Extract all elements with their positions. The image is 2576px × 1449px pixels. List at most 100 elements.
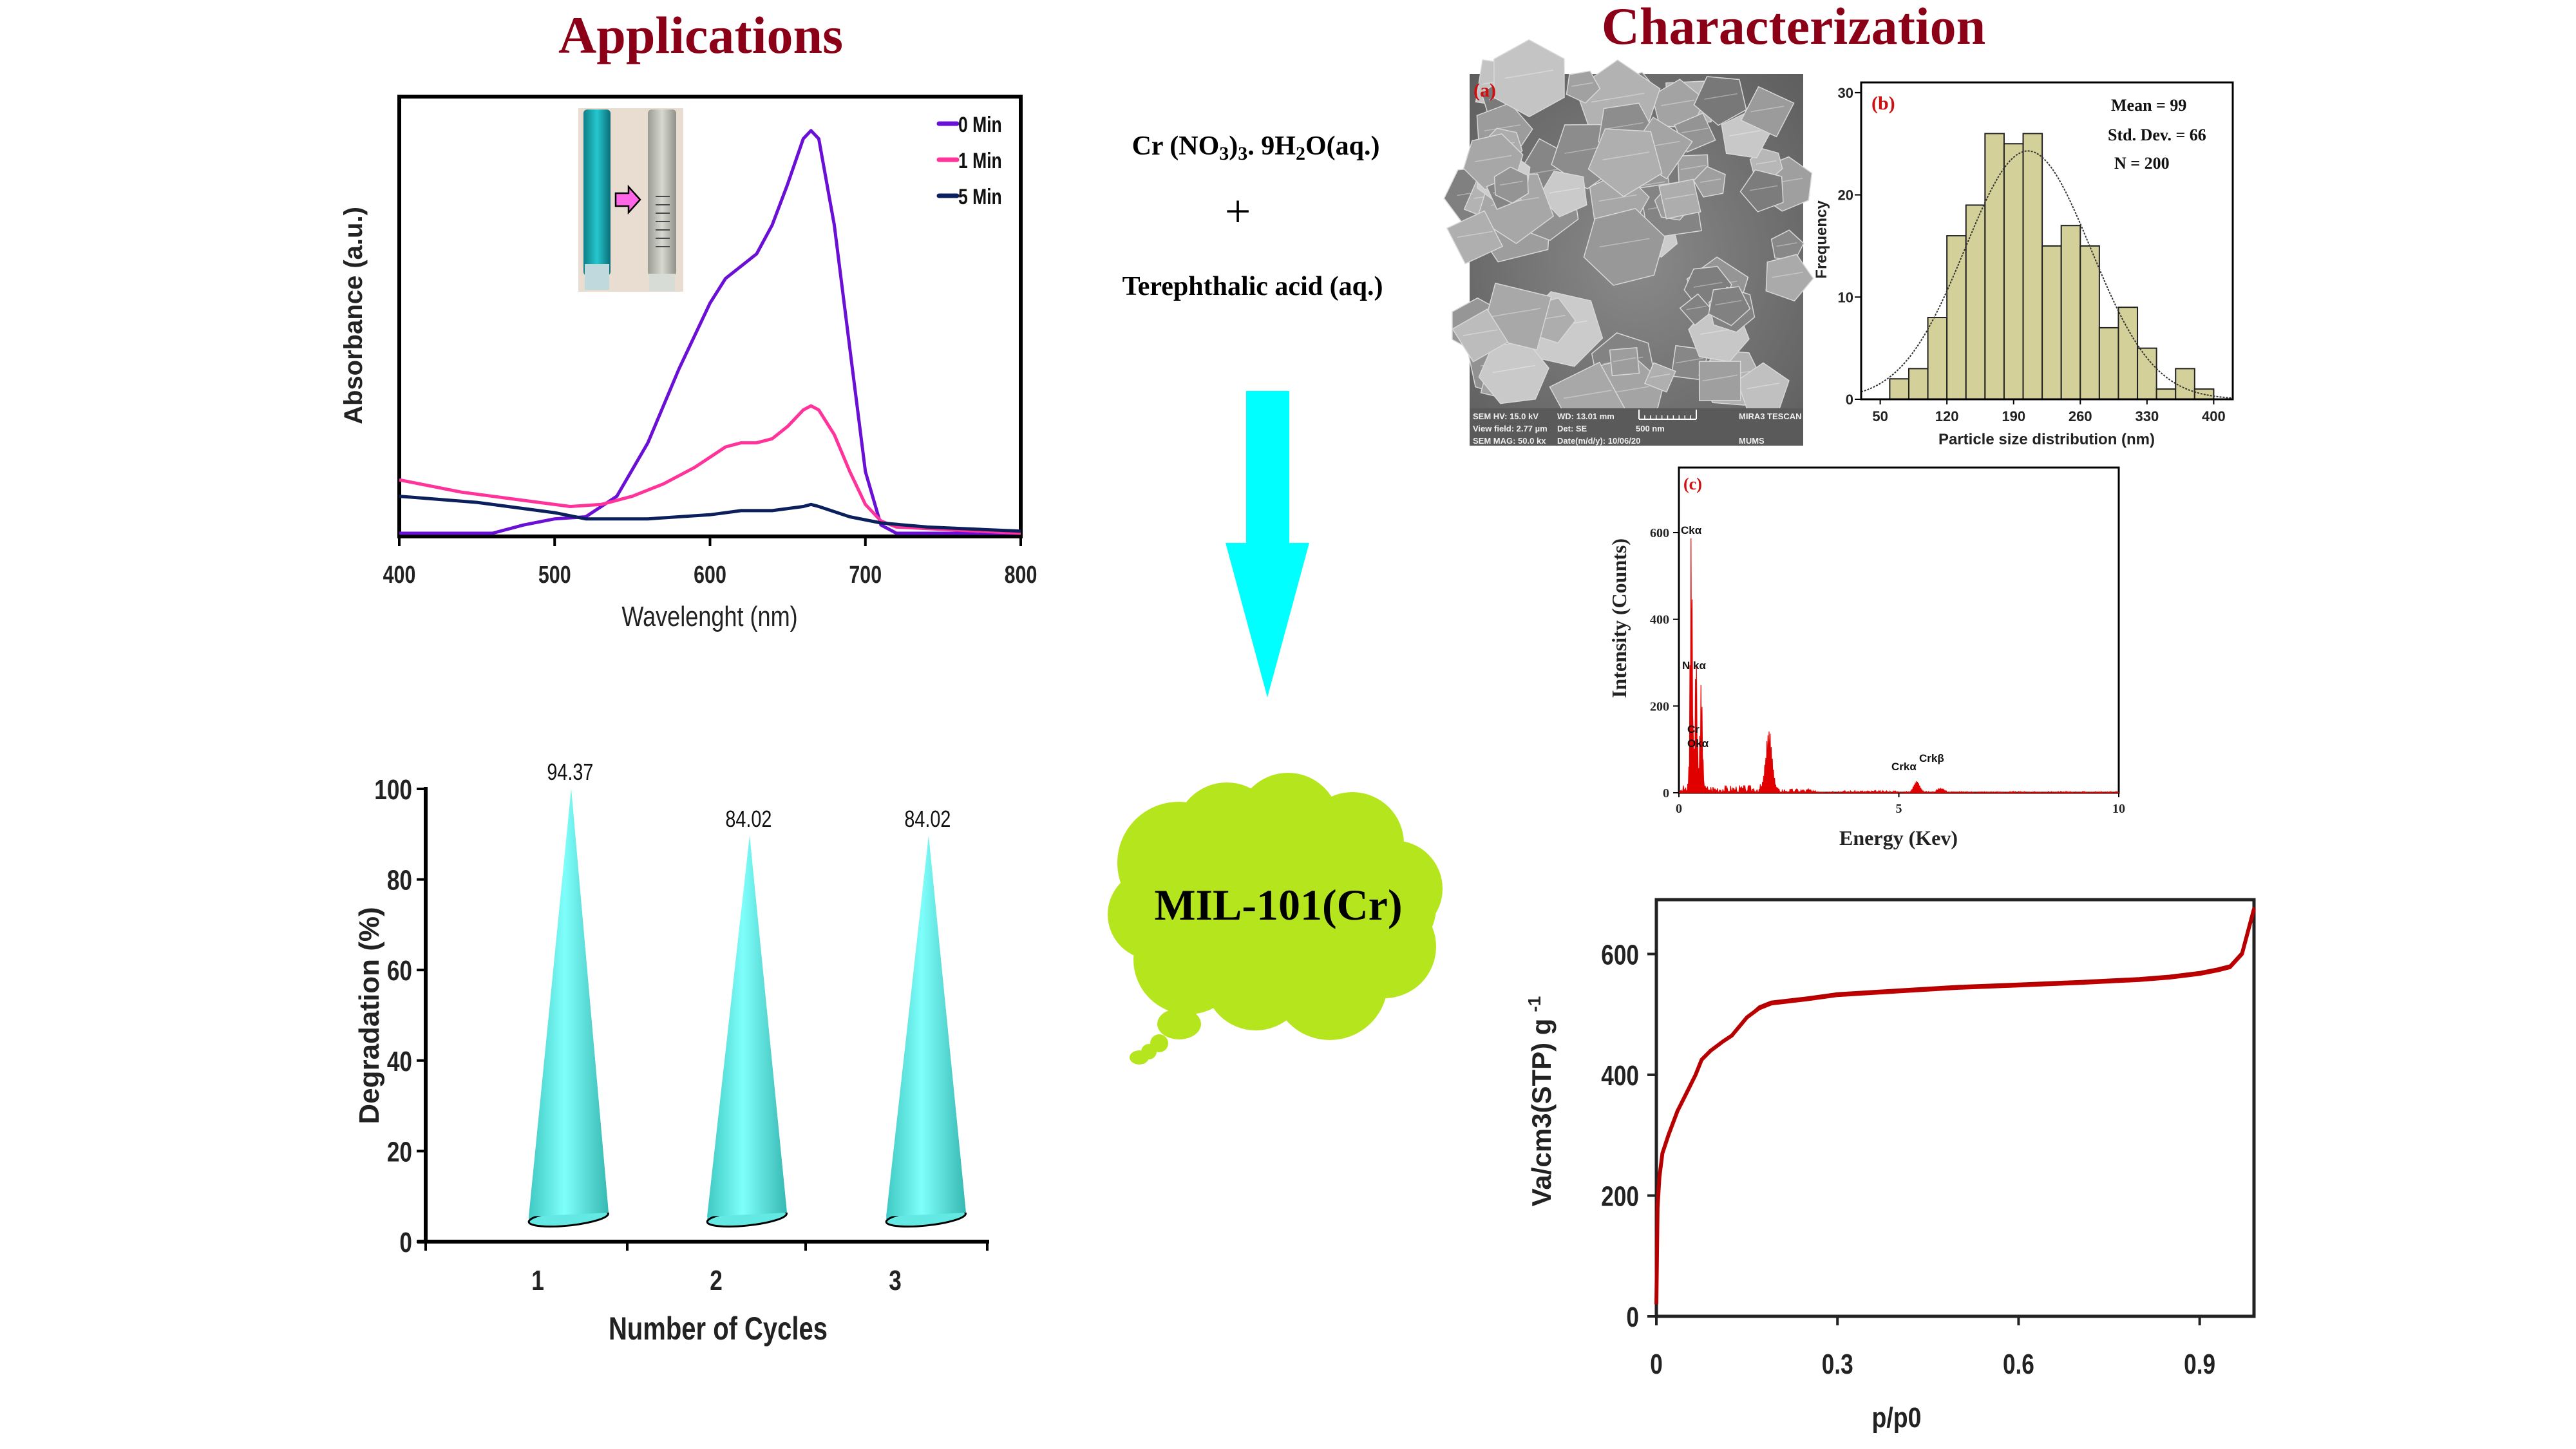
histogram-bar bbox=[2079, 245, 2100, 400]
characterization-heading: Characterization bbox=[1602, 0, 1986, 55]
sem-info-text: MIRA3 TESCAN bbox=[1739, 412, 1802, 421]
crystal bbox=[1493, 39, 1565, 118]
crystal bbox=[1583, 207, 1666, 286]
eds-y-tick-label: 0 bbox=[1663, 786, 1669, 800]
right-arrow-icon bbox=[614, 184, 641, 215]
isotherm-desorption-line bbox=[1655, 906, 2255, 1305]
sem-info-text: WD: 13.01 mm bbox=[1557, 412, 1615, 421]
histogram-bar bbox=[1889, 378, 1909, 400]
legend-label-2: 5 Min bbox=[958, 185, 1002, 209]
reagent-terephthalic-acid: Terephthalic acid (aq.) bbox=[1122, 272, 1383, 301]
crystal bbox=[1452, 308, 1509, 363]
eds-peak-label: Okα bbox=[1687, 737, 1709, 750]
product-label: MIL-101(Cr) bbox=[1154, 880, 1402, 929]
sem-info-text: MUMS bbox=[1739, 436, 1765, 446]
dye-photo-inset bbox=[578, 108, 683, 292]
eds-panel-label: (c) bbox=[1683, 475, 1702, 493]
cone-bar-cycle-3 bbox=[885, 835, 967, 1228]
crystal bbox=[1708, 286, 1751, 327]
eds-peak-label: Cr bbox=[1687, 723, 1700, 735]
plus-sign: + bbox=[1225, 185, 1251, 237]
crystal bbox=[1658, 178, 1701, 220]
hist-x-tick-label: 260 bbox=[2069, 408, 2092, 424]
cone-bar-cycle-1 bbox=[527, 789, 609, 1228]
uv-y-axis-label: Absorbance (a.u.) bbox=[339, 207, 368, 424]
histogram-bar bbox=[2137, 347, 2157, 400]
crystal bbox=[1693, 76, 1747, 126]
blue-dye-tube bbox=[583, 109, 611, 276]
hist-frame bbox=[1860, 81, 2234, 401]
hist-x-tick-label: 330 bbox=[2135, 408, 2159, 424]
hist-y-tick-label: 0 bbox=[1846, 392, 1853, 408]
product-cloud bbox=[1108, 773, 1443, 1065]
eds-spectrum-trace bbox=[1678, 538, 2120, 794]
iso-x-tick-label: 0.3 bbox=[1822, 1349, 1853, 1380]
hist-panel-label: (b) bbox=[1871, 93, 1895, 114]
histogram-bar bbox=[2003, 143, 2024, 400]
uv-x-tick-label: 500 bbox=[538, 562, 571, 589]
crystal bbox=[1740, 86, 1795, 138]
iso-x-tick-label: 0.9 bbox=[2184, 1349, 2215, 1380]
decolorized-tube bbox=[648, 109, 676, 276]
hist-std: Std. Dev. = 66 bbox=[2108, 126, 2206, 144]
cone-value-label: 84.02 bbox=[904, 806, 951, 832]
eds-x-tick-label: 10 bbox=[2112, 802, 2125, 816]
legend-label-0: 0 Min bbox=[958, 113, 1002, 137]
iso-y-tick-label: 200 bbox=[1601, 1181, 1639, 1213]
normal-fit-curve bbox=[1861, 150, 2233, 399]
sem-info-text: Det: SE bbox=[1557, 424, 1587, 433]
crystal bbox=[1493, 166, 1529, 204]
iso-y-tick-label: 400 bbox=[1601, 1060, 1639, 1092]
down-arrow-icon bbox=[1226, 391, 1309, 697]
reagent-chromium-nitrate: Cr (NO3)3. 9H2O(aq.) bbox=[1132, 131, 1380, 164]
uv-series-line-0-min bbox=[399, 129, 1021, 535]
uv-x-tick-label: 400 bbox=[383, 562, 416, 589]
uv-series-line-5-min bbox=[399, 495, 1021, 533]
hist-n: N = 200 bbox=[2114, 154, 2170, 173]
histogram-bar bbox=[1908, 368, 1929, 400]
hist-y-tick-label: 10 bbox=[1838, 289, 1853, 305]
histogram-bar bbox=[2155, 388, 2177, 400]
crystal bbox=[1698, 361, 1741, 401]
iso-x-tick-label: 0.6 bbox=[2003, 1349, 2034, 1380]
eds-peak-label: Ckα bbox=[1681, 524, 1702, 536]
eds-x-axis-label: Energy (Kev) bbox=[1839, 826, 1958, 849]
deg-x-tick-label: 3 bbox=[889, 1265, 902, 1296]
crystal bbox=[1770, 229, 1804, 261]
eds-y-axis-label: Intensity (Counts) bbox=[1607, 538, 1631, 698]
deg-y-tick-label: 80 bbox=[387, 865, 412, 896]
iso-x-tick-label: 0 bbox=[1650, 1349, 1663, 1380]
uv-x-tick-label: 700 bbox=[849, 562, 882, 589]
crystal bbox=[1587, 128, 1663, 198]
sem-image-panel: SEM HV: 15.0 kV WD: 13.01 mm MIRA3 TESCAN V… bbox=[1443, 39, 1814, 446]
isotherm-adsorption-line bbox=[1654, 908, 2256, 1305]
sem-info-text: Date(m/d/y): 10/06/20 bbox=[1557, 436, 1640, 446]
eds-peak-label: Crkβ bbox=[1919, 752, 1944, 764]
eds-frame bbox=[1678, 466, 2120, 794]
degradation-chart: 0 20 40 60 80 100 1 2 3 94.37 84.02 84.02 Number o… bbox=[354, 759, 989, 1347]
histogram-bar bbox=[2060, 225, 2081, 400]
eds-x-tick-label: 5 bbox=[1896, 802, 1902, 816]
eds-peak-label: N kα bbox=[1682, 659, 1706, 672]
uv-x-tick-label: 600 bbox=[694, 562, 726, 589]
eds-y-tick-label: 400 bbox=[1650, 613, 1669, 627]
cone-bar-cycle-2 bbox=[706, 835, 788, 1228]
histogram-bar bbox=[2098, 327, 2119, 400]
crystal bbox=[1692, 166, 1726, 198]
iso-x-axis-label: p/p0 bbox=[1872, 1401, 1922, 1434]
histogram-bar bbox=[2041, 245, 2062, 400]
sem-info-text: View field: 2.77 µm bbox=[1473, 424, 1548, 433]
deg-x-tick-label: 1 bbox=[531, 1265, 544, 1296]
deg-y-tick-label: 20 bbox=[387, 1137, 412, 1168]
cone-value-label: 94.37 bbox=[547, 759, 593, 785]
histogram-bar bbox=[2117, 307, 2139, 400]
hist-y-axis-label: Frequency bbox=[1813, 200, 1830, 279]
sem-info-text: SEM HV: 15.0 kV bbox=[1473, 412, 1539, 421]
deg-y-tick-label: 100 bbox=[374, 774, 412, 806]
iso-frame bbox=[1654, 898, 2256, 1318]
crystal bbox=[1736, 362, 1790, 410]
crystal bbox=[1739, 169, 1784, 213]
histogram-bar bbox=[2022, 133, 2043, 401]
